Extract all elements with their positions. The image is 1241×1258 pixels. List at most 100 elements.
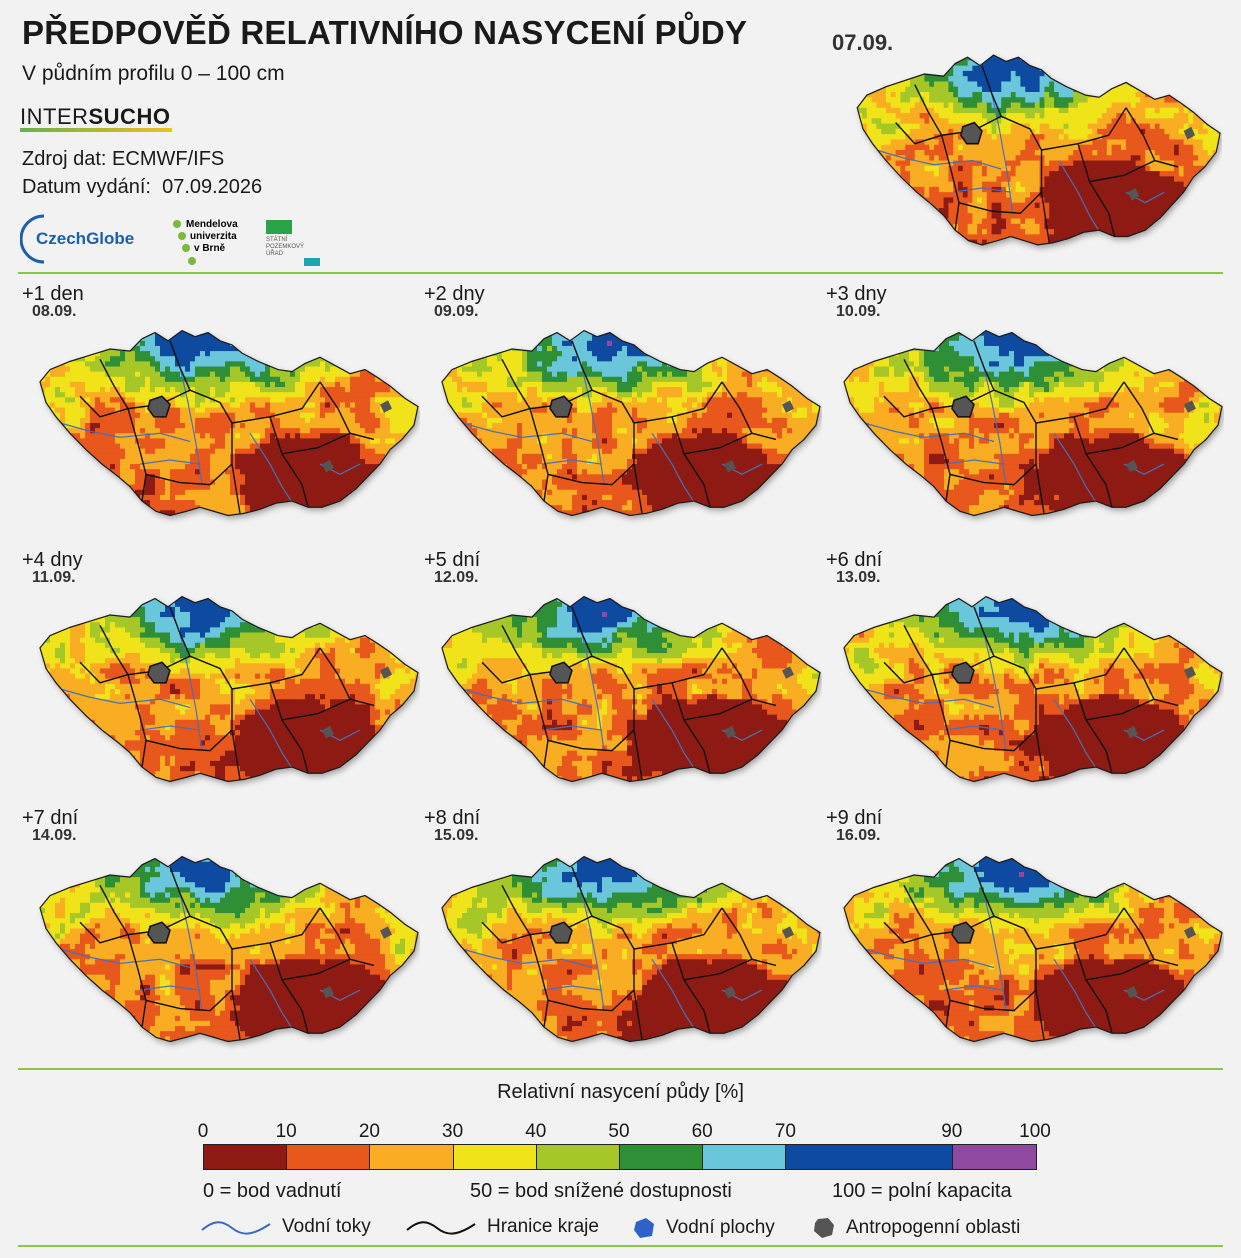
urban-area <box>322 985 334 999</box>
region-borders <box>79 340 375 514</box>
region-border <box>683 432 777 455</box>
river <box>651 698 697 772</box>
urban-area <box>147 395 171 418</box>
forecast-date-label: 16.09. <box>836 827 880 845</box>
national-border <box>441 595 821 783</box>
region-border <box>1123 907 1155 960</box>
region-border <box>1073 942 1113 1034</box>
urban-area <box>549 395 573 418</box>
moisture-raster <box>40 596 418 782</box>
forecast-date-label: 14.09. <box>32 827 76 845</box>
moisture-raster <box>442 596 820 782</box>
region-border <box>903 358 951 502</box>
region-border <box>671 942 711 1034</box>
moisture-raster <box>442 856 820 1042</box>
region-border <box>231 381 321 424</box>
separator <box>18 1068 1223 1070</box>
scale-tick-label: 50 <box>608 1121 629 1143</box>
region-border <box>281 432 375 455</box>
region-borders <box>883 340 1179 514</box>
urban-area <box>782 400 794 413</box>
region-border <box>547 463 635 486</box>
region-border <box>973 340 1037 424</box>
region-borders <box>895 65 1179 243</box>
svg-text:ÚŘAD: ÚŘAD <box>266 249 284 257</box>
region-border <box>231 689 241 780</box>
river <box>863 422 995 443</box>
urban-area <box>782 666 794 679</box>
region-border <box>79 395 129 418</box>
region-border <box>949 463 1037 486</box>
region-border <box>481 661 531 684</box>
region-border <box>903 884 951 1028</box>
forecast-date-label: 12.09. <box>434 569 478 587</box>
color-scale-bin <box>204 1145 288 1169</box>
urban-area <box>1126 985 1138 999</box>
region-border <box>547 989 635 1012</box>
region-border <box>79 661 129 684</box>
region-border <box>571 606 635 690</box>
region-border <box>883 921 933 944</box>
region-border <box>1040 150 1050 243</box>
separator <box>18 272 1223 274</box>
water-body-icon <box>634 1218 654 1238</box>
region-border <box>1085 432 1179 455</box>
region-border <box>633 949 643 1040</box>
moisture-raster <box>844 330 1222 516</box>
moisture-raster <box>40 856 418 1042</box>
soil-moisture-map <box>39 855 419 1043</box>
urban-area <box>1183 126 1196 140</box>
forecast-date-label: 10.09. <box>836 303 880 321</box>
river <box>876 149 1002 170</box>
region-borders <box>481 606 777 780</box>
main-map-date: 07.09. <box>832 30 893 56</box>
national-border <box>843 329 1223 517</box>
forecast-offset-label: +7 dní <box>22 807 78 830</box>
region-border <box>883 395 933 418</box>
region-border <box>99 624 147 768</box>
region-borders <box>883 606 1179 780</box>
national-border <box>843 855 1223 1043</box>
region-border <box>721 647 753 700</box>
legend-title: Relativní nasycení půdy [%] <box>0 1081 1241 1104</box>
river <box>651 432 697 506</box>
national-border <box>856 54 1221 246</box>
scale-tick-label: 100 <box>1019 1121 1051 1143</box>
region-border <box>481 395 531 418</box>
region-border <box>169 606 233 690</box>
river <box>249 958 295 1032</box>
region-border <box>79 921 129 944</box>
region-borders <box>481 340 777 514</box>
region-border <box>1041 107 1127 151</box>
legend-water: Vodní plochy <box>632 1216 775 1240</box>
urban-area <box>1184 666 1196 679</box>
urban-area <box>322 725 334 739</box>
region-border <box>949 989 1037 1012</box>
region-border <box>99 884 147 1028</box>
region-border <box>231 949 241 1040</box>
river <box>461 948 593 969</box>
soil-moisture-map <box>843 329 1223 517</box>
region-border <box>501 358 549 502</box>
region-borders <box>883 866 1179 1040</box>
river <box>651 958 697 1032</box>
river <box>461 688 593 709</box>
rivers-layer <box>59 367 361 506</box>
color-scale-bin <box>287 1145 371 1169</box>
region-border <box>1035 647 1125 690</box>
national-border <box>39 595 419 783</box>
soil-moisture-map <box>843 855 1223 1043</box>
region-border <box>721 907 753 960</box>
color-scale-bin <box>703 1145 787 1169</box>
color-scale-bin <box>370 1145 454 1169</box>
river <box>953 187 1011 193</box>
region-border <box>547 729 635 752</box>
scale-tick-label: 90 <box>941 1121 962 1143</box>
issue-date: Datum vydání: 07.09.2026 <box>22 176 262 199</box>
river <box>541 725 603 731</box>
river <box>943 725 1005 731</box>
national-border <box>843 595 1223 783</box>
urban-area <box>1126 459 1138 473</box>
region-border <box>481 921 531 944</box>
color-scale-bin <box>619 1145 704 1169</box>
